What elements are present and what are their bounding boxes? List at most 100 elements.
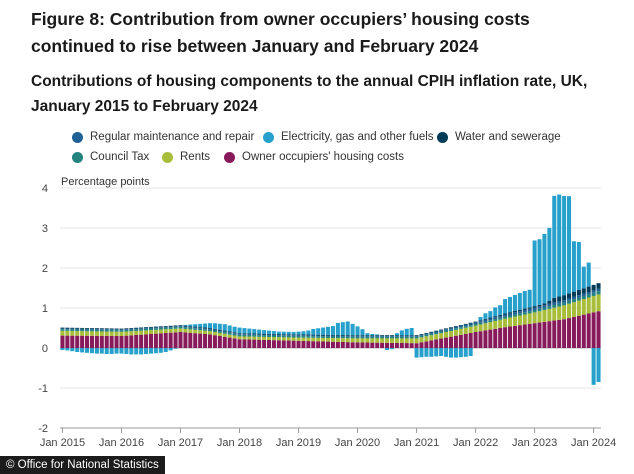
source-badge: © Office for National Statistics (0, 456, 165, 474)
bar-segment-council (330, 336, 335, 339)
bar-segment-energy (370, 334, 375, 336)
bar-segment-ooh (370, 342, 375, 348)
bar-segment-rents (163, 329, 168, 333)
bar-segment-ooh (586, 313, 591, 348)
bar-segment-water (444, 328, 449, 330)
bar-segment-maintenance (271, 334, 276, 336)
bar-segment-energy (512, 295, 517, 312)
bar-segment-energy (207, 323, 213, 328)
bar-segment-water (129, 328, 134, 329)
bar-segment-ooh (335, 341, 340, 348)
bar-segment-maintenance (89, 328, 94, 330)
bar-segment-energy (567, 196, 572, 294)
bar-segment-ooh (512, 325, 517, 348)
bar-segment-council (60, 329, 65, 331)
bar-segment-rents (222, 333, 227, 337)
legend-item-maintenance: Regular maintenance and repair (72, 131, 254, 143)
bar-segment-rents (321, 337, 326, 342)
bar-segment-council (65, 329, 70, 331)
bar-segment-water (242, 333, 247, 335)
bar-segment-energy (222, 324, 227, 331)
bar-segment-water (508, 312, 513, 314)
bar-segment-energy (183, 324, 188, 326)
bar-segment-rents (291, 337, 296, 341)
bar-segment-council (247, 335, 252, 337)
bar-segment-rents (188, 329, 193, 333)
bar-segment-maintenance (404, 336, 409, 337)
bar-segment-maintenance (153, 327, 158, 329)
bar-segment-water (567, 293, 572, 299)
bar-segment-rents (281, 337, 286, 341)
bar-segment-maintenance (237, 334, 242, 335)
bar-segment-council (458, 327, 463, 329)
bar-segment-rents (119, 331, 124, 336)
bar-segment-energy (301, 331, 306, 335)
bar-segment-water (517, 309, 522, 312)
bar-segment-water (188, 326, 193, 327)
bar-segment-maintenance (434, 331, 439, 333)
bar-segment-council (193, 328, 198, 330)
bar-segment-ooh (109, 335, 114, 348)
bar-segment-ooh (193, 333, 198, 348)
bar-segment-rents (345, 338, 350, 343)
bar-segment-rents (439, 333, 444, 339)
bar-segment-energy (453, 348, 458, 358)
x-tick-label: Jan 2023 (512, 437, 557, 449)
bar-segment-water (483, 318, 488, 320)
bar-segment-council (557, 303, 562, 307)
x-tick-label: Jan 2017 (158, 437, 203, 449)
bar-segment-energy (576, 241, 581, 290)
bar-segment-maintenance (527, 308, 532, 312)
bar-segment-ooh (345, 342, 350, 348)
bar-segment-rents (596, 294, 601, 312)
bar-segment-maintenance (242, 334, 247, 335)
bar-segment-energy (517, 292, 522, 310)
bar-segment-maintenance (522, 309, 527, 313)
bar-segment-maintenance (448, 328, 454, 330)
bar-segment-council (571, 299, 576, 303)
bar-segment-rents (148, 330, 153, 334)
bar-segment-ooh (183, 332, 188, 348)
bar-segment-maintenance (340, 335, 345, 337)
bar-segment-water (193, 326, 198, 328)
bar-segment-water (355, 335, 360, 336)
bar-segment-water (276, 334, 281, 335)
bar-segment-council (153, 328, 158, 330)
legend-item-water: Water and sewerage (437, 131, 561, 143)
bar-segment-rents (562, 305, 567, 320)
bar-segment-maintenance (129, 328, 134, 330)
bar-segment-energy (203, 323, 208, 328)
bar-segment-ooh (448, 336, 454, 348)
legend-swatch-council-tax (72, 151, 83, 163)
bar-segment-energy (503, 299, 508, 314)
bar-segment-maintenance (473, 322, 478, 324)
bar-segment-ooh (552, 320, 557, 348)
bar-segment-council (217, 331, 222, 333)
bar-segment-council (227, 333, 232, 335)
bar-segment-water (281, 334, 286, 335)
bar-segment-energy (281, 331, 286, 335)
bar-segment-ooh (375, 342, 380, 348)
bar-segment-energy (262, 330, 267, 334)
bar-segment-energy (99, 348, 104, 354)
bar-segment-rents (227, 334, 232, 338)
bar-segment-rents (498, 319, 503, 328)
bar-segment-ooh (227, 337, 232, 348)
bar-segment-rents (517, 315, 522, 326)
bar-segment-rents (80, 331, 85, 336)
bar-segment-energy (345, 321, 350, 336)
bar-segment-rents (468, 326, 473, 333)
bar-segment-council (434, 332, 439, 335)
axes: Jan 2015 Jan 2016 Jan 2017 Jan 2018 Jan 2019… (40, 427, 616, 449)
bar-segment-energy (276, 331, 281, 334)
bar-segment-maintenance (163, 326, 168, 328)
bar-segment-energy (321, 327, 326, 335)
bar-segment-water (409, 335, 414, 336)
bar-segment-maintenance (503, 314, 508, 317)
bar-segment-rents (326, 338, 331, 342)
bar-segment-maintenance (478, 321, 483, 323)
bar-segment-energy (542, 233, 547, 304)
bar-segment-rents (409, 338, 414, 344)
bar-segment-council (576, 297, 581, 301)
bar-segment-maintenance (109, 329, 114, 331)
